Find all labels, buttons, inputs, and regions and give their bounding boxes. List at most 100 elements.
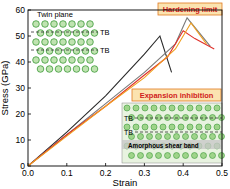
atom bbox=[87, 21, 94, 28]
atom bbox=[210, 153, 216, 159]
atom bbox=[156, 153, 162, 159]
atom bbox=[124, 105, 130, 111]
atom bbox=[219, 153, 225, 159]
atom bbox=[201, 134, 207, 140]
atom bbox=[192, 134, 198, 140]
atom bbox=[178, 105, 184, 111]
series-line bbox=[28, 31, 214, 166]
atom bbox=[165, 134, 171, 140]
y-tick-label: 10 bbox=[16, 135, 26, 145]
atom bbox=[37, 48, 44, 55]
y-tick-label: 40 bbox=[16, 57, 26, 67]
chart: 0.00.10.20.30.40.50102030405060StrainStr… bbox=[0, 0, 230, 189]
atom bbox=[55, 30, 62, 37]
atom bbox=[91, 48, 98, 55]
atom bbox=[165, 153, 171, 159]
atom bbox=[78, 39, 85, 46]
inset-box bbox=[122, 103, 222, 163]
atom bbox=[64, 48, 71, 55]
atom bbox=[33, 21, 40, 28]
atom bbox=[160, 124, 166, 130]
annotation: Amorphous shear band bbox=[128, 142, 199, 150]
atom bbox=[73, 48, 80, 55]
atom bbox=[183, 115, 189, 121]
label-box bbox=[158, 3, 222, 15]
atom bbox=[165, 115, 171, 121]
annotation: Twin plane bbox=[37, 10, 73, 19]
tb-line bbox=[135, 132, 222, 133]
atom bbox=[151, 105, 157, 111]
atom bbox=[160, 105, 166, 111]
atom bbox=[210, 115, 216, 121]
atom bbox=[87, 57, 94, 64]
y-tick-label: 0 bbox=[20, 161, 25, 171]
atom bbox=[46, 66, 53, 73]
atom bbox=[60, 39, 67, 46]
inset-twin bbox=[31, 21, 98, 73]
atom bbox=[133, 124, 139, 130]
atom bbox=[91, 66, 98, 73]
atom bbox=[37, 66, 44, 73]
atom bbox=[183, 153, 189, 159]
x-tick-label: 0.3 bbox=[138, 168, 150, 178]
x-tick-label: 0.1 bbox=[61, 168, 73, 178]
atom bbox=[33, 57, 40, 64]
atom bbox=[219, 134, 225, 140]
atom bbox=[214, 124, 220, 130]
atom bbox=[187, 124, 193, 130]
atom bbox=[169, 105, 175, 111]
atom bbox=[156, 134, 162, 140]
atom bbox=[82, 66, 89, 73]
tb-line bbox=[31, 32, 98, 33]
atom bbox=[178, 124, 184, 130]
atom bbox=[42, 57, 49, 64]
atom bbox=[46, 30, 53, 37]
atom bbox=[42, 21, 49, 28]
atom bbox=[69, 21, 76, 28]
y-label: Stress (GPa) bbox=[0, 61, 10, 116]
atom bbox=[192, 115, 198, 121]
atom bbox=[91, 30, 98, 37]
atom bbox=[142, 124, 148, 130]
atom bbox=[142, 105, 148, 111]
atom bbox=[69, 39, 76, 46]
atom bbox=[64, 30, 71, 37]
atom bbox=[156, 115, 162, 121]
series-line bbox=[28, 23, 206, 166]
atom bbox=[33, 39, 40, 46]
atom bbox=[42, 39, 49, 46]
atom bbox=[78, 21, 85, 28]
x-tick-label: 0.2 bbox=[100, 168, 112, 178]
atom bbox=[69, 57, 76, 64]
x-label: Strain bbox=[113, 177, 138, 188]
y-tick-label: 20 bbox=[16, 109, 26, 119]
atom bbox=[51, 57, 58, 64]
atom bbox=[192, 153, 198, 159]
atom bbox=[201, 115, 207, 121]
atom bbox=[129, 153, 135, 159]
y-tick-label: 30 bbox=[16, 83, 26, 93]
atom bbox=[78, 57, 85, 64]
lines bbox=[28, 18, 214, 166]
atom bbox=[138, 115, 144, 121]
atom bbox=[205, 124, 211, 130]
atom bbox=[37, 30, 44, 37]
atom bbox=[196, 105, 202, 111]
atom bbox=[73, 66, 80, 73]
atom bbox=[169, 124, 175, 130]
atom bbox=[46, 48, 53, 55]
x-tick-label: 0.5 bbox=[216, 168, 228, 178]
atom bbox=[60, 21, 67, 28]
atom bbox=[219, 115, 225, 121]
atom bbox=[138, 153, 144, 159]
atom bbox=[60, 57, 67, 64]
atom bbox=[196, 124, 202, 130]
annotation: TB bbox=[124, 129, 133, 136]
frame bbox=[28, 10, 222, 166]
annotation: Hardening limit bbox=[163, 5, 218, 14]
atom bbox=[174, 134, 180, 140]
atom bbox=[133, 105, 139, 111]
x-tick-label: 0.4 bbox=[177, 168, 189, 178]
atom bbox=[183, 134, 189, 140]
atom bbox=[205, 105, 211, 111]
